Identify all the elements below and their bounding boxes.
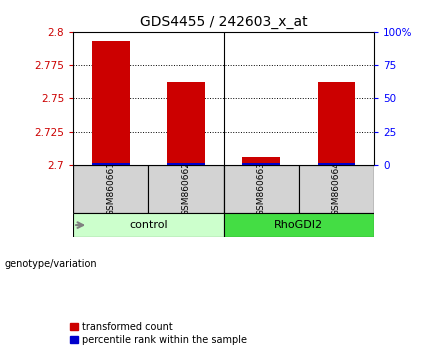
Text: GSM860662: GSM860662	[181, 161, 190, 216]
Bar	[167, 82, 205, 165]
Bar	[243, 163, 280, 165]
Bar	[318, 82, 355, 165]
Bar	[73, 165, 148, 213]
Bar	[92, 163, 129, 165]
Text: control: control	[129, 220, 168, 230]
Bar	[224, 165, 299, 213]
Bar	[148, 165, 224, 213]
Bar	[73, 213, 224, 237]
Bar	[224, 213, 374, 237]
Bar	[167, 163, 205, 165]
Text: GSM860661: GSM860661	[106, 161, 115, 216]
Text: genotype/variation: genotype/variation	[4, 259, 97, 269]
Title: GDS4455 / 242603_x_at: GDS4455 / 242603_x_at	[140, 16, 307, 29]
Text: GSM860663: GSM860663	[257, 161, 266, 216]
Bar	[92, 41, 129, 165]
Bar	[299, 165, 374, 213]
Text: GSM860664: GSM860664	[332, 161, 341, 216]
Text: RhoGDI2: RhoGDI2	[274, 220, 323, 230]
Bar	[243, 157, 280, 165]
Bar	[318, 163, 355, 165]
Legend: transformed count, percentile rank within the sample: transformed count, percentile rank withi…	[69, 321, 248, 346]
